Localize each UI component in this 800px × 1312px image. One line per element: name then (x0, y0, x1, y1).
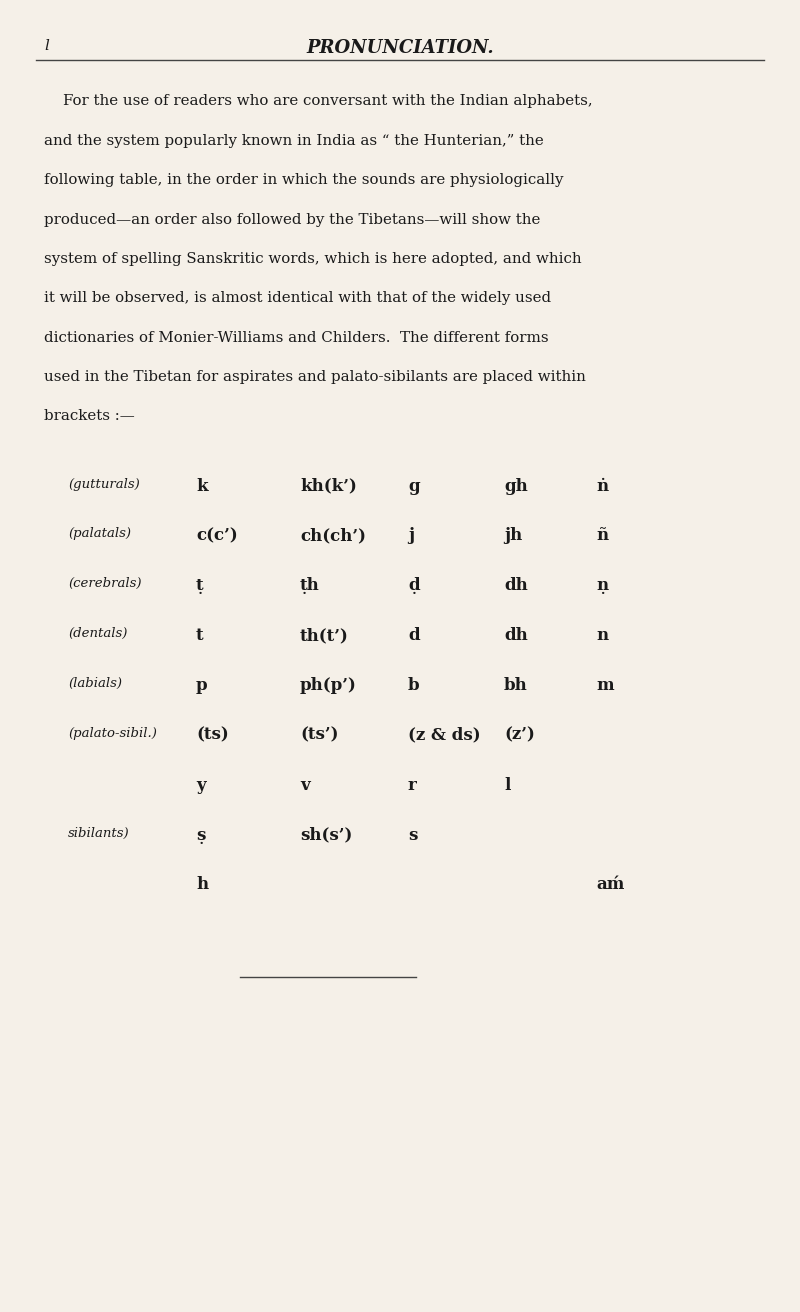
Text: (z & ds): (z & ds) (408, 727, 481, 744)
Text: ch(ch’): ch(ch’) (300, 527, 366, 544)
Text: ñ: ñ (596, 527, 608, 544)
Text: (cerebrals): (cerebrals) (68, 577, 142, 590)
Text: l: l (504, 777, 510, 794)
Text: ṭ: ṭ (196, 577, 204, 594)
Text: jh: jh (504, 527, 522, 544)
Text: (ts’): (ts’) (300, 727, 338, 744)
Text: gh: gh (504, 478, 528, 495)
Text: l: l (44, 39, 49, 54)
Text: c(c’): c(c’) (196, 527, 238, 544)
Text: kh(k’): kh(k’) (300, 478, 357, 495)
Text: p: p (196, 677, 208, 694)
Text: (ts): (ts) (196, 727, 229, 744)
Text: produced—an order also followed by the Tibetans—will show the: produced—an order also followed by the T… (44, 213, 540, 227)
Text: ṅ: ṅ (596, 478, 608, 495)
Text: (labials): (labials) (68, 677, 122, 690)
Text: s: s (408, 827, 418, 844)
Text: sibilants): sibilants) (68, 827, 130, 840)
Text: ṭh: ṭh (300, 577, 320, 594)
Text: d: d (408, 627, 420, 644)
Text: ph(p’): ph(p’) (300, 677, 357, 694)
Text: h: h (196, 876, 208, 893)
Text: b: b (408, 677, 420, 694)
Text: dictionaries of Monier-Williams and Childers.  The different forms: dictionaries of Monier-Williams and Chil… (44, 331, 549, 345)
Text: ṇ: ṇ (596, 577, 608, 594)
Text: th(t’): th(t’) (300, 627, 349, 644)
Text: bh: bh (504, 677, 528, 694)
Text: sh(s’): sh(s’) (300, 827, 352, 844)
Text: (dentals): (dentals) (68, 627, 127, 640)
Text: (palatals): (palatals) (68, 527, 131, 541)
Text: dh: dh (504, 627, 528, 644)
Text: aḿ: aḿ (596, 876, 624, 893)
Text: m: m (596, 677, 614, 694)
Text: j: j (408, 527, 414, 544)
Text: PRONUNCIATION.: PRONUNCIATION. (306, 39, 494, 58)
Text: ṣ: ṣ (196, 827, 206, 844)
Text: v: v (300, 777, 310, 794)
Text: used in the Tibetan for aspirates and palato-sibilants are placed within: used in the Tibetan for aspirates and pa… (44, 370, 586, 384)
Text: system of spelling Sanskritic words, which is here adopted, and which: system of spelling Sanskritic words, whi… (44, 252, 582, 266)
Text: t: t (196, 627, 204, 644)
Text: (palato-sibil.): (palato-sibil.) (68, 727, 157, 740)
Text: r: r (408, 777, 417, 794)
Text: For the use of readers who are conversant with the Indian alphabets,: For the use of readers who are conversan… (44, 94, 593, 109)
Text: (gutturals): (gutturals) (68, 478, 140, 491)
Text: and the system popularly known in India as “ the Hunterian,” the: and the system popularly known in India … (44, 134, 544, 148)
Text: ḍ: ḍ (408, 577, 420, 594)
Text: k: k (196, 478, 208, 495)
Text: n: n (596, 627, 608, 644)
Text: dh: dh (504, 577, 528, 594)
Text: brackets :—: brackets :— (44, 409, 134, 424)
Text: g: g (408, 478, 420, 495)
Text: (z’): (z’) (504, 727, 535, 744)
Text: it will be observed, is almost identical with that of the widely used: it will be observed, is almost identical… (44, 291, 551, 306)
Text: following table, in the order in which the sounds are physiologically: following table, in the order in which t… (44, 173, 563, 188)
Text: y: y (196, 777, 206, 794)
